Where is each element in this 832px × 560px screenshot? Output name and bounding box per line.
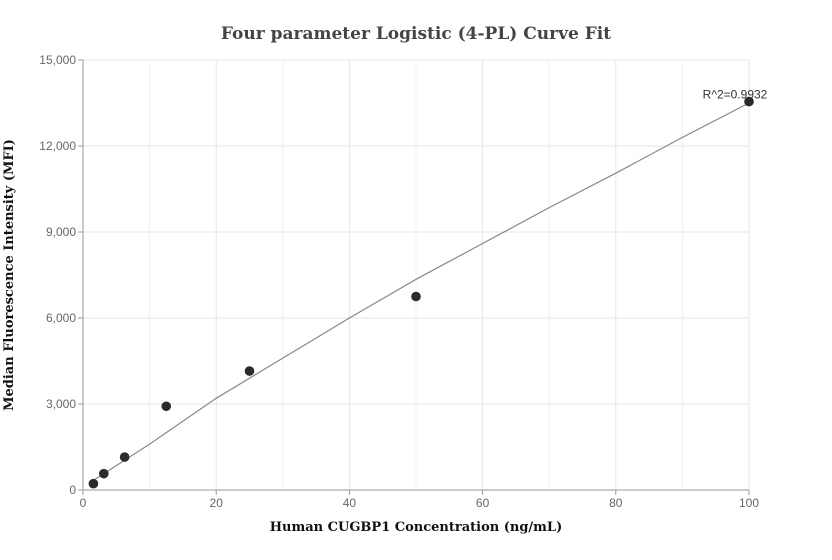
- data-points: [88, 96, 754, 489]
- data-point: [411, 291, 421, 302]
- y-tick-label: 6,000: [46, 311, 76, 325]
- y-tick-label: 0: [69, 483, 76, 497]
- x-tick-label: 40: [343, 496, 357, 510]
- data-point: [119, 452, 130, 462]
- fit-curve-group: [89, 102, 750, 484]
- x-tick-label: 0: [80, 496, 87, 510]
- chart-title: Four parameter Logistic (4-PL) Curve Fit: [221, 24, 611, 44]
- grid-lines: [82, 59, 750, 491]
- data-point: [161, 401, 172, 412]
- data-point: [99, 468, 109, 479]
- x-tick-label: 60: [476, 496, 490, 510]
- y-tick-label: 9,000: [46, 225, 76, 239]
- axes: [82, 60, 749, 491]
- x-tick-label: 100: [739, 496, 759, 510]
- x-axis-title: Human CUGBP1 Concentration (ng/mL): [270, 520, 562, 535]
- r-squared-annotation: R^2=0.9932: [703, 88, 768, 102]
- x-tick-label: 80: [609, 496, 623, 510]
- y-axis-title: Median Fluorescence Intensity (MFI): [2, 139, 17, 411]
- y-tick-label: 3,000: [46, 397, 76, 411]
- data-point: [244, 366, 255, 376]
- data-point: [88, 478, 99, 489]
- fit-curve: [89, 102, 750, 484]
- axis-ticks: 0 20 40 60 80 100 0 3,000 6,000 9,000 12,000 15,000: [39, 53, 759, 510]
- y-tick-label: 15,000: [39, 53, 76, 67]
- y-tick-label: 12,000: [39, 139, 76, 153]
- x-tick-label: 20: [210, 496, 224, 510]
- data-point: [744, 96, 754, 107]
